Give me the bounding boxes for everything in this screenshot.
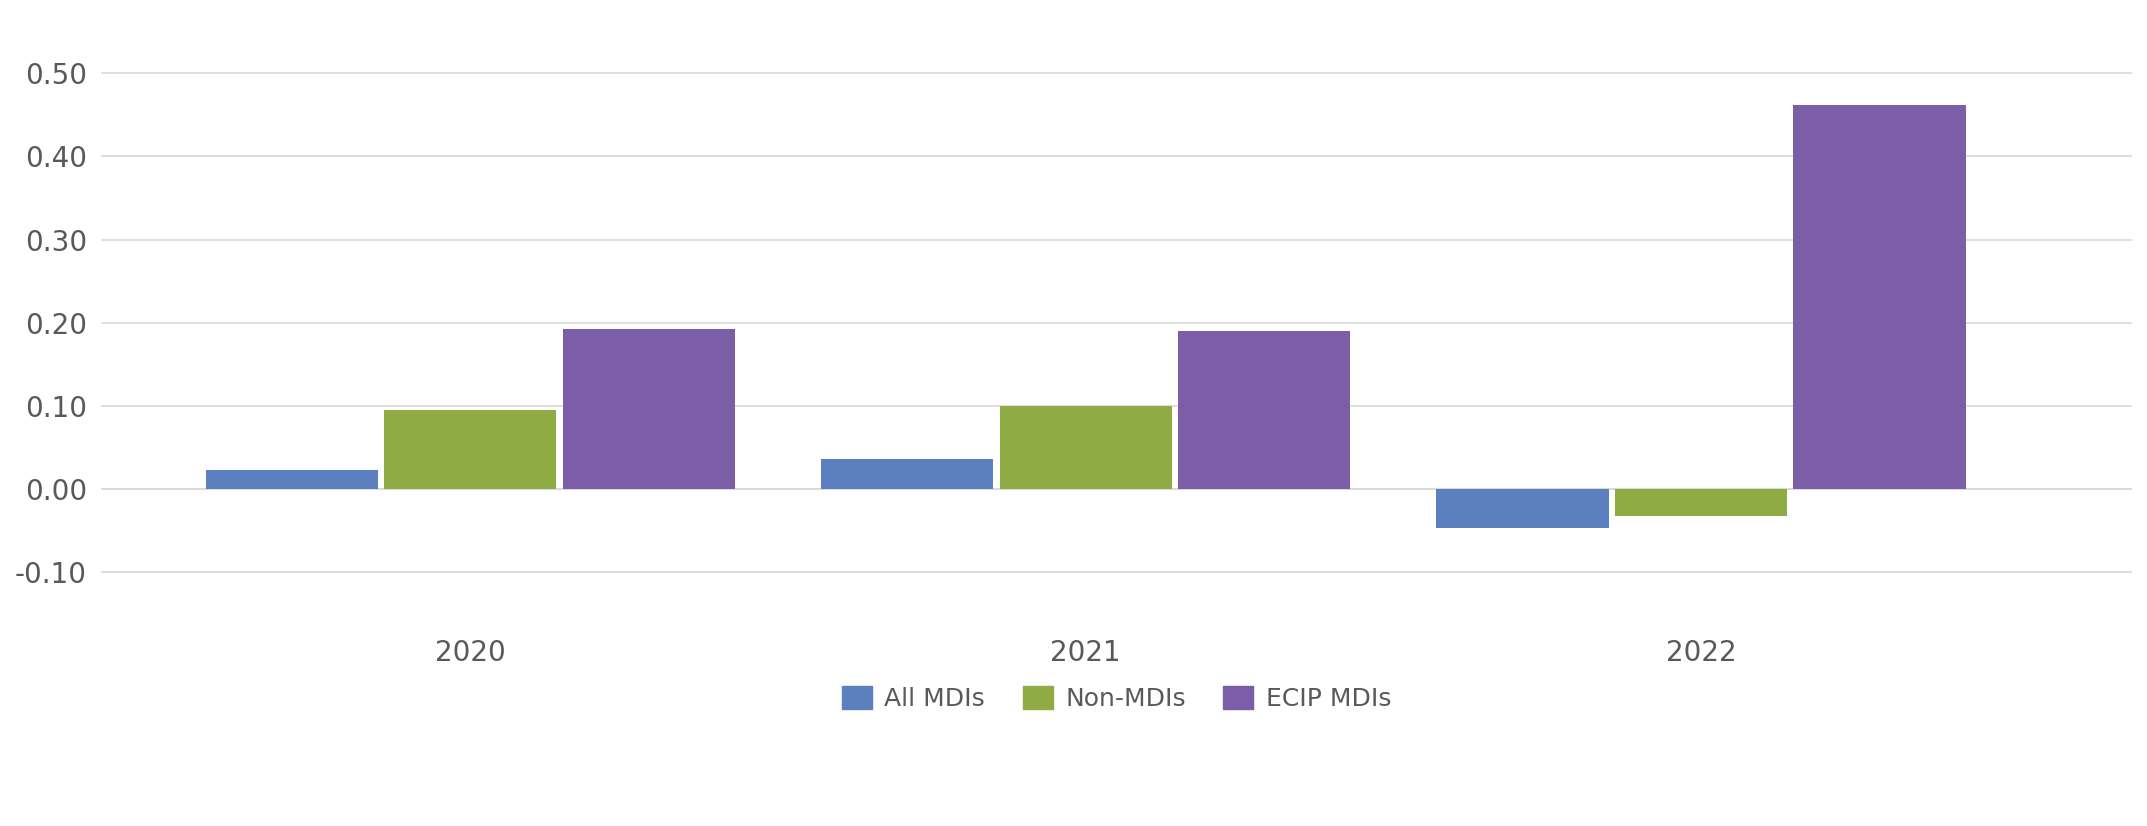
- Legend: All MDIs, Non-MDIs, ECIP MDIs: All MDIs, Non-MDIs, ECIP MDIs: [831, 676, 1402, 721]
- Bar: [1436, 489, 1608, 528]
- Bar: [1793, 105, 1967, 489]
- Bar: [563, 330, 734, 489]
- Bar: [1179, 331, 1350, 489]
- Bar: [1001, 406, 1172, 489]
- Bar: [206, 470, 378, 489]
- Bar: [384, 410, 556, 489]
- Bar: [1615, 489, 1786, 515]
- Bar: [820, 459, 994, 489]
